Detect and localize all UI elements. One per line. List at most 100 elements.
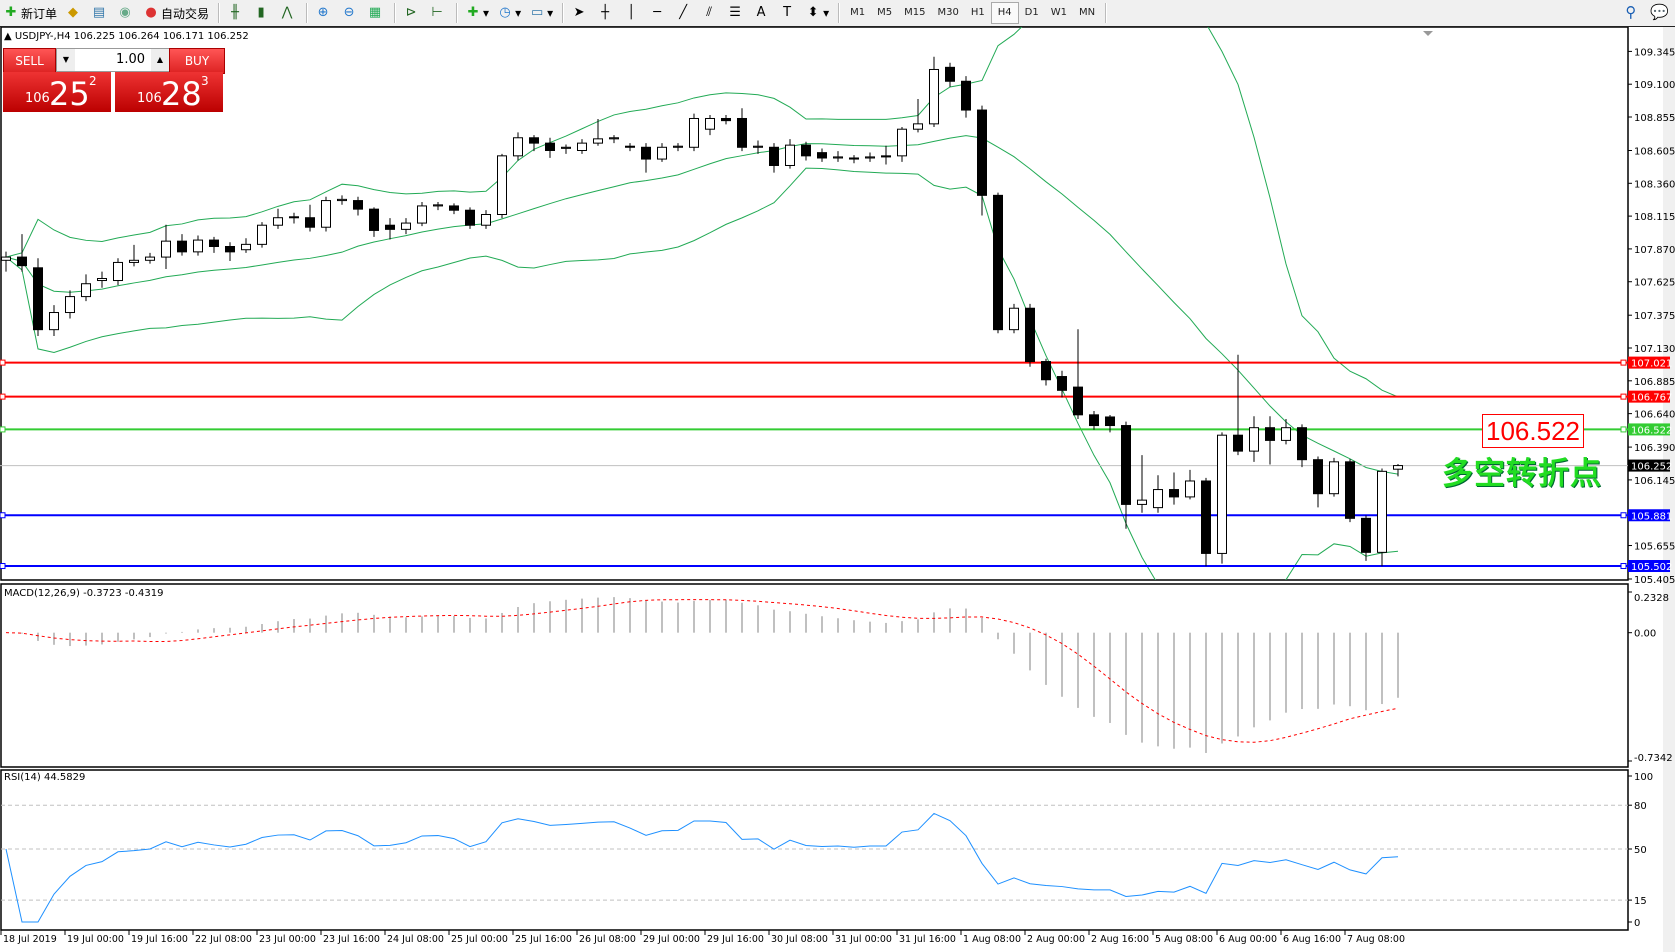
candle-bull xyxy=(129,259,139,263)
candle-bull xyxy=(593,138,603,144)
candle-bull xyxy=(673,145,683,148)
text-label-icon: T xyxy=(783,5,792,20)
time-label: 23 Jul 00:00 xyxy=(259,934,316,945)
candle-bull xyxy=(193,239,203,253)
candle xyxy=(161,224,171,270)
candlestick-button[interactable]: ▮ xyxy=(250,2,274,24)
line-handle xyxy=(1620,563,1627,570)
line-chart-button[interactable]: ⋀ xyxy=(276,2,300,24)
lot-increase-icon[interactable]: ▲ xyxy=(151,49,169,71)
chart-canvas[interactable]: 109.345 109.100 108.855 108.605 108.360 108.1… xyxy=(0,27,1675,952)
one-click-trading-panel: SELL ▼ 1.00 ▲ BUY 106 25 2 106 28 3 xyxy=(3,48,225,112)
time-label: 30 Jul 08:00 xyxy=(771,934,828,945)
buy-price[interactable]: 106 28 3 xyxy=(115,72,223,112)
vertical-line-icon: │ xyxy=(627,5,636,20)
cursor-button[interactable]: ➤ xyxy=(568,2,592,24)
chat-icon[interactable]: 💬 xyxy=(1650,3,1669,21)
candle-bull xyxy=(785,144,795,166)
new-order-button[interactable]: ✚ 新订单 xyxy=(0,2,60,24)
candle xyxy=(833,151,843,162)
navigator-button[interactable]: ▤ xyxy=(88,2,112,24)
candle xyxy=(417,202,427,227)
time-label: 24 Jul 08:00 xyxy=(387,934,444,945)
autoscroll-button[interactable]: ⊳ xyxy=(400,2,424,24)
crosshair-button[interactable]: ┼ xyxy=(594,2,618,24)
vertical-line-button[interactable]: │ xyxy=(620,2,644,24)
candle xyxy=(1201,477,1211,567)
bar-chart-button[interactable]: ╫ xyxy=(224,2,248,24)
candle-bear xyxy=(1169,489,1179,498)
zoom-in-button[interactable]: ⊕ xyxy=(312,2,336,24)
sell-button[interactable]: SELL xyxy=(3,48,56,74)
timeframe-d1[interactable]: D1 xyxy=(1024,7,1039,18)
templates-button[interactable]: ▭ ▾ xyxy=(530,5,554,20)
price-label-bg xyxy=(1628,423,1670,436)
candle xyxy=(497,153,507,219)
sell-price[interactable]: 106 25 2 xyxy=(3,72,111,112)
text-button[interactable]: A xyxy=(750,2,774,24)
folder-icon: ◆ xyxy=(68,5,79,20)
timeframe-m15[interactable]: M15 xyxy=(904,7,926,18)
candle xyxy=(401,218,411,235)
zoom-out-button[interactable]: ⊖ xyxy=(338,2,362,24)
candle xyxy=(81,274,91,302)
candle xyxy=(577,139,587,154)
timeframe-m30[interactable]: M30 xyxy=(937,7,959,18)
lot-size-input[interactable]: ▼ 1.00 ▲ xyxy=(56,48,170,72)
time-label: 6 Aug 00:00 xyxy=(1219,934,1277,945)
macd-tick-label: 0.00 xyxy=(1634,629,1656,640)
channel-button[interactable]: ⫽ xyxy=(698,2,722,24)
timeframe-m1[interactable]: M1 xyxy=(850,7,866,18)
buy-price-pips: 28 xyxy=(161,75,202,113)
zoom-in-icon: ⊕ xyxy=(317,5,329,20)
timeframe-mn[interactable]: MN xyxy=(1078,7,1096,18)
time-label: 25 Jul 00:00 xyxy=(451,934,508,945)
candle xyxy=(433,202,443,211)
tile-windows-button[interactable]: ▦ xyxy=(364,2,388,24)
horizontal-line-button[interactable]: ─ xyxy=(646,2,670,24)
candle-bear xyxy=(449,205,459,211)
current-price-bg xyxy=(1628,459,1670,472)
search-icon[interactable]: ⚲ xyxy=(1625,3,1637,21)
auto-trading-button[interactable]: ● 自动交易 xyxy=(140,2,212,24)
price-label-bg xyxy=(1628,509,1670,522)
annotation-text[interactable]: 多空转折点 xyxy=(1442,456,1602,492)
timeframe-h1[interactable]: H1 xyxy=(970,7,985,18)
trendline-button[interactable]: ╱ xyxy=(672,2,696,24)
candle-bull xyxy=(257,224,267,245)
time-label: 29 Jul 00:00 xyxy=(643,934,700,945)
lot-value[interactable]: 1.00 xyxy=(116,52,145,67)
market-watch-button[interactable]: ◆ xyxy=(62,2,86,24)
candle-bear xyxy=(17,256,27,267)
candle-bear xyxy=(1297,427,1307,461)
chart-shift-button[interactable]: ⊢ xyxy=(426,2,450,24)
lot-decrease-icon[interactable]: ▼ xyxy=(57,49,75,71)
buy-button[interactable]: BUY xyxy=(169,48,225,74)
candle xyxy=(353,196,363,216)
candle xyxy=(1345,459,1355,523)
candle xyxy=(721,115,731,125)
time-label: 6 Aug 16:00 xyxy=(1283,934,1341,945)
periods-button[interactable]: ◷ ▾ xyxy=(494,2,524,24)
candle xyxy=(33,258,43,336)
candle xyxy=(1265,416,1275,465)
candle-bull xyxy=(577,142,587,151)
candle xyxy=(1073,329,1083,419)
text-label-button[interactable]: T xyxy=(776,2,800,24)
divider xyxy=(394,3,397,23)
candle xyxy=(737,108,747,152)
rsi-tick-label: 100 xyxy=(1634,772,1653,783)
signals-button[interactable]: ◉ xyxy=(114,2,138,24)
arrows-button[interactable]: ⬍ ▾ xyxy=(802,2,832,24)
indicators-button[interactable]: ✚ ▾ xyxy=(462,2,492,24)
timeframe-w1[interactable]: W1 xyxy=(1050,7,1067,18)
timeframe-m5[interactable]: M5 xyxy=(877,7,893,18)
price-annotation[interactable]: 106.522 xyxy=(1482,414,1584,448)
candle-bull xyxy=(401,222,411,230)
candle xyxy=(513,132,523,161)
candle-bull xyxy=(49,312,59,331)
time-label: 5 Aug 08:00 xyxy=(1155,934,1213,945)
timeframe-h4[interactable]: H4 xyxy=(990,2,1019,24)
candle-bear xyxy=(625,145,635,148)
fibonacci-button[interactable]: ☰ xyxy=(724,2,748,24)
